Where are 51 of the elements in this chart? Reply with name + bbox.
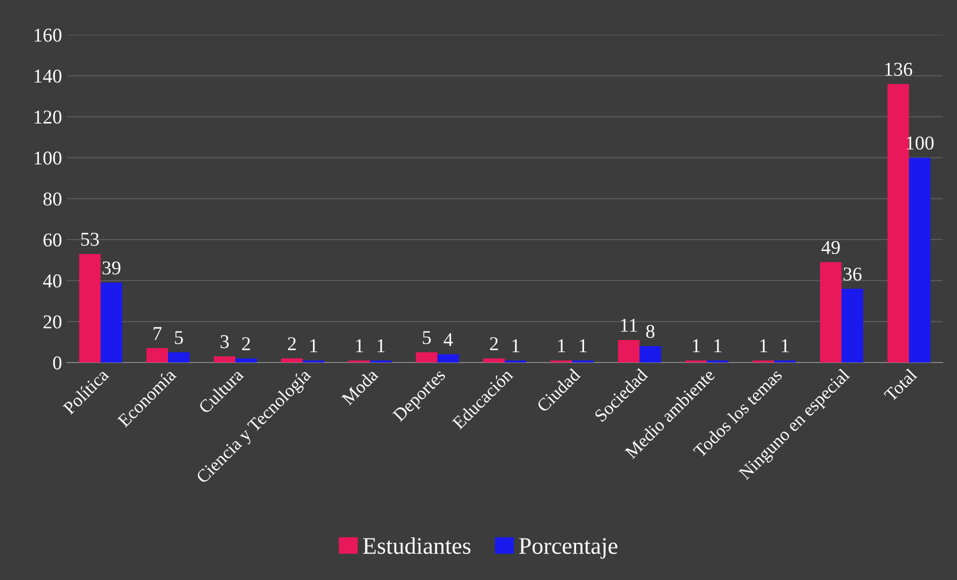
- data-label: 49: [821, 240, 840, 254]
- y-tick-label: 80: [43, 192, 62, 206]
- data-label: 1: [558, 339, 566, 352]
- y-tick-label: 60: [44, 233, 62, 247]
- y-tick-label: 0: [53, 356, 62, 370]
- bar: [146, 348, 168, 362]
- bar: [437, 354, 460, 362]
- data-label: 1: [378, 339, 385, 352]
- data-label: 39: [102, 261, 120, 275]
- bar: [908, 158, 931, 362]
- data-label: 1: [310, 339, 318, 352]
- y-tick-label: 120: [34, 110, 62, 124]
- bar: [168, 352, 190, 362]
- bar: [820, 262, 842, 362]
- bar: [281, 358, 303, 362]
- data-label: 8: [646, 324, 654, 338]
- y-tick-label: 140: [34, 70, 62, 83]
- data-label: 1: [512, 339, 520, 352]
- data-label: 1: [782, 339, 789, 352]
- data-label: 36: [844, 268, 862, 281]
- data-label: 11: [621, 318, 637, 332]
- data-label: 2: [242, 337, 250, 350]
- data-label: 2: [490, 337, 498, 350]
- data-label: 5: [422, 331, 431, 344]
- bar: [235, 358, 257, 362]
- data-label: 2: [288, 337, 296, 350]
- data-label: 1: [580, 339, 587, 352]
- bar: [483, 358, 505, 362]
- bar: [640, 346, 662, 362]
- data-label: 53: [81, 232, 99, 246]
- bar: [79, 254, 101, 362]
- bar: [618, 340, 640, 362]
- y-tick-label: 160: [34, 28, 62, 42]
- y-tick-label: 20: [44, 315, 62, 328]
- data-label: 4: [444, 333, 453, 346]
- data-label: 136: [885, 62, 912, 76]
- y-tick-label: 100: [34, 152, 62, 165]
- y-tick-label: 40: [43, 274, 62, 288]
- data-label: 3: [220, 335, 229, 348]
- bar: [416, 352, 438, 362]
- legend-label: Porcentaje: [519, 538, 618, 559]
- data-label: 1: [692, 339, 700, 352]
- legend-label: Estudiantes: [363, 537, 470, 554]
- data-label: 7: [154, 327, 162, 340]
- bar: [100, 282, 122, 362]
- bar: [842, 288, 864, 362]
- data-label: 1: [356, 339, 364, 352]
- bar: [214, 356, 236, 362]
- data-label: 1: [714, 339, 722, 352]
- data-label: 1: [760, 339, 768, 352]
- data-label: 5: [175, 331, 183, 344]
